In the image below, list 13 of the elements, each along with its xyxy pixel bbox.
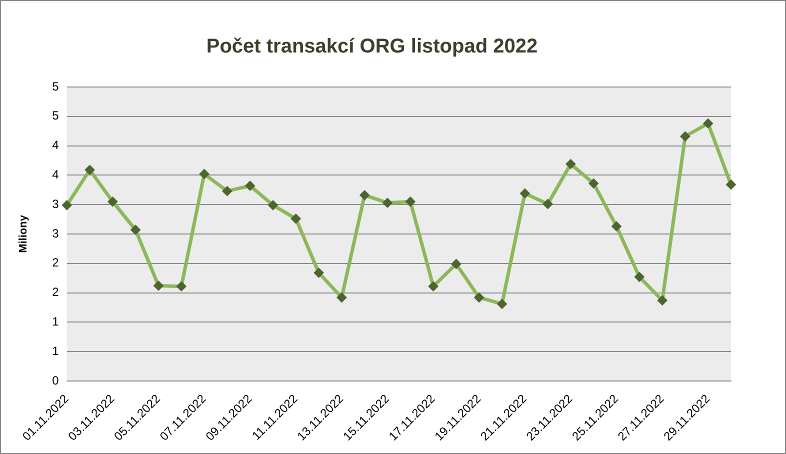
y-tick-label: 5	[52, 108, 60, 123]
y-tick-label: 2	[52, 256, 60, 270]
y-axis-title: Miliony	[18, 214, 30, 253]
y-tick-label: 4	[52, 138, 60, 152]
y-tick-label: 2	[52, 285, 60, 300]
chart-title: Počet transakcí ORG listopad 2022	[206, 36, 538, 58]
y-tick-label: 3	[52, 226, 60, 240]
y-tick-label: 4	[52, 168, 60, 182]
y-tick-label: 5	[52, 79, 60, 94]
y-tick-label: 1	[52, 314, 60, 328]
y-tick-label: 3	[52, 196, 60, 211]
y-tick-label: 1	[52, 344, 60, 358]
y-tick-label: 0	[52, 373, 60, 388]
